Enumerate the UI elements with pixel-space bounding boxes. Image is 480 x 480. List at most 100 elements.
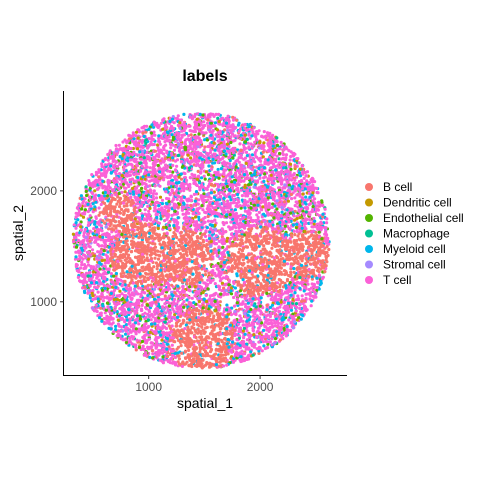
cell-point (153, 287, 157, 291)
cell-point (292, 250, 296, 254)
cell-point (228, 205, 232, 209)
cell-point (238, 174, 242, 179)
cell-point (286, 242, 290, 246)
cell-point (162, 234, 166, 238)
cell-point (236, 266, 240, 270)
cell-point (103, 264, 107, 269)
cell-point (174, 241, 178, 245)
cell-point (249, 294, 253, 298)
cell-point (118, 235, 122, 239)
cell-point (175, 310, 179, 314)
cell-point (243, 226, 247, 230)
cell-point (169, 146, 173, 150)
cell-point (202, 174, 206, 178)
cell-point (205, 226, 209, 230)
cell-point (255, 213, 259, 217)
cell-point (81, 253, 86, 257)
cell-point (200, 257, 204, 262)
cell-point (154, 309, 158, 313)
cell-point (310, 252, 314, 256)
cell-point (154, 196, 159, 200)
cell-point (316, 281, 320, 285)
cell-point (130, 291, 134, 295)
cell-point (192, 243, 196, 247)
cell-point (193, 328, 197, 333)
cell-point (229, 198, 233, 202)
cell-point (201, 208, 205, 212)
cell-point (168, 193, 172, 197)
cell-point (179, 177, 184, 181)
cell-point (165, 260, 170, 264)
cell-point (144, 271, 148, 275)
cell-point (137, 322, 141, 326)
cell-point (232, 304, 237, 308)
cell-point (302, 167, 306, 171)
cell-point (259, 253, 263, 257)
points-layer (71, 112, 331, 370)
cell-point (268, 340, 272, 344)
cell-point (266, 322, 270, 326)
cell-point (300, 294, 304, 298)
cell-point (215, 267, 219, 271)
cell-point (150, 301, 154, 305)
cell-point (235, 272, 239, 276)
cell-point (325, 244, 329, 249)
cell-point (97, 206, 101, 210)
cell-point (147, 209, 151, 213)
cell-point (325, 221, 329, 225)
cell-point (187, 124, 191, 128)
cell-point (174, 169, 178, 173)
cell-point (220, 289, 224, 293)
cell-point (200, 341, 204, 345)
cell-point (257, 351, 261, 355)
cell-point (205, 121, 210, 125)
cell-point (118, 205, 122, 209)
cell-point (171, 170, 175, 174)
cell-point (297, 171, 301, 175)
cell-point (123, 279, 127, 283)
cell-point (296, 294, 300, 298)
cell-point (119, 259, 123, 263)
cell-point (226, 199, 230, 203)
cell-point (179, 344, 183, 348)
cell-point (264, 157, 268, 162)
cell-point (171, 315, 175, 319)
cell-point (120, 292, 124, 296)
cell-point (327, 247, 331, 252)
cell-point (121, 261, 125, 265)
cell-point (241, 258, 245, 262)
cell-point (239, 316, 243, 320)
cell-point (79, 266, 83, 270)
cell-point (262, 176, 266, 180)
cell-point (197, 218, 201, 222)
cell-point (160, 198, 165, 202)
cell-point (229, 292, 234, 296)
cell-point (131, 236, 135, 240)
cell-point (206, 214, 210, 219)
cell-point (286, 245, 290, 249)
cell-point (296, 234, 300, 238)
cell-point (255, 138, 259, 142)
cell-point (323, 270, 327, 274)
cell-point (163, 208, 167, 213)
cell-point (236, 123, 240, 127)
cell-point (105, 194, 110, 198)
cell-point (103, 311, 107, 315)
cell-point (213, 282, 217, 286)
cell-point (199, 228, 203, 232)
cell-point (163, 256, 167, 260)
cell-point (118, 289, 122, 293)
cell-point (140, 186, 144, 190)
cell-point (211, 264, 216, 269)
cell-point (150, 134, 154, 138)
cell-point (126, 200, 131, 204)
cell-point (189, 194, 193, 198)
cell-point (242, 164, 246, 168)
cell-point (304, 262, 308, 266)
cell-point (209, 148, 213, 152)
cell-point (209, 298, 213, 302)
cell-point (114, 193, 118, 197)
cell-point (257, 301, 261, 305)
cell-point (126, 196, 130, 200)
cell-point (257, 129, 261, 133)
